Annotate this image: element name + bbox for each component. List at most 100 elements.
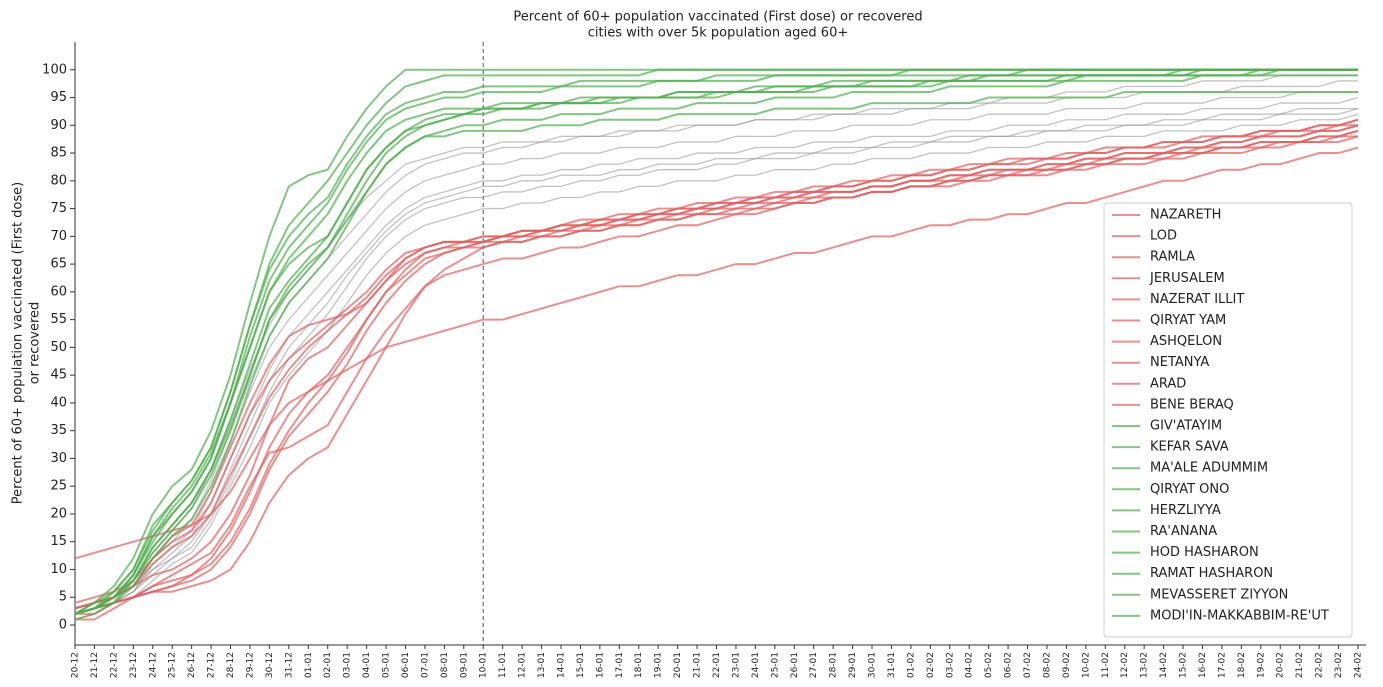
series-line	[74, 135, 1358, 615]
y-tick-label: 5	[59, 590, 67, 605]
x-tick-label: 10-01	[479, 652, 489, 678]
y-tick-label: 75	[50, 201, 67, 216]
x-tick-label: 14-01	[556, 652, 566, 678]
y-tick-label: 100	[42, 62, 67, 77]
x-tick-label: 29-12	[245, 652, 255, 678]
x-tick-label: 04-01	[362, 652, 372, 678]
x-tick-label: 31-01	[887, 652, 897, 678]
legend-label: ASHQELON	[1150, 334, 1222, 349]
x-tick-label: 05-01	[382, 652, 392, 678]
legend-box	[1103, 202, 1353, 638]
x-tick-label: 31-12	[284, 652, 294, 678]
x-tick-label: 09-02	[1062, 652, 1072, 678]
x-tick-label: 29-01	[848, 652, 858, 678]
x-tick-label: 06-01	[401, 652, 411, 678]
x-tick-label: 23-01	[731, 652, 741, 678]
y-axis-label: Percent of 60+ population vaccinated (Fi…	[11, 182, 26, 504]
x-tick-label: 05-02	[984, 652, 994, 678]
x-tick-label: 28-01	[829, 652, 839, 678]
x-tick-label: 21-12	[90, 652, 100, 678]
series-line	[74, 68, 1358, 615]
x-tick-label: 26-01	[790, 652, 800, 678]
x-tick-label: 24-02	[1354, 652, 1364, 678]
x-tick-label: 20-12	[71, 652, 81, 678]
legend-label: RAMAT HASHARON	[1150, 566, 1273, 581]
x-tick-label: 24-12	[148, 652, 158, 678]
x-tick-label: 30-01	[868, 652, 878, 678]
legend-label: BENE BERAQ	[1150, 397, 1234, 412]
series-line	[74, 91, 1358, 621]
x-tick-label: 13-01	[537, 652, 547, 678]
x-tick-label: 09-01	[459, 652, 469, 678]
series-line	[74, 74, 1358, 615]
x-tick-label: 16-01	[595, 652, 605, 678]
legend-label: NAZERAT ILLIT	[1150, 292, 1244, 307]
x-tick-label: 12-01	[518, 652, 528, 678]
x-tick-label: 16-02	[1198, 652, 1208, 678]
legend-label: MA'ALE ADUMMIM	[1150, 461, 1268, 476]
y-tick-label: 85	[50, 146, 67, 161]
legend-label: HOD HASHARON	[1150, 545, 1259, 560]
legend-label: LOD	[1150, 229, 1177, 244]
x-tick-label: 01-01	[304, 652, 314, 678]
x-tick-label: 27-01	[809, 652, 819, 678]
x-tick-label: 21-02	[1295, 652, 1305, 678]
x-tick-label: 03-01	[343, 652, 353, 678]
chart-title: Percent of 60+ population vaccinated (Fi…	[513, 10, 922, 25]
y-tick-label: 95	[50, 90, 67, 105]
x-tick-label: 06-02	[1004, 652, 1014, 678]
x-tick-label: 13-02	[1140, 652, 1150, 678]
x-tick-label: 15-01	[576, 652, 586, 678]
legend-label: HERZLIYYA	[1150, 503, 1221, 518]
x-tick-label: 14-02	[1159, 652, 1169, 678]
x-tick-label: 28-12	[226, 652, 236, 678]
legend-label: QIRYAT YAM	[1150, 313, 1226, 328]
series-line	[74, 146, 1359, 560]
x-tick-label: 01-02	[906, 652, 916, 678]
y-tick-label: 70	[50, 229, 67, 244]
y-tick-label: 0	[59, 618, 67, 633]
y-tick-label: 10	[50, 562, 67, 577]
legend-label: RA'ANANA	[1150, 524, 1217, 539]
series-line	[74, 124, 1358, 610]
legend-label: NETANYA	[1150, 355, 1209, 370]
x-tick-label: 07-01	[420, 652, 430, 678]
legend-label: RAMLA	[1150, 250, 1195, 265]
legend-label: KEFAR SAVA	[1150, 440, 1229, 455]
y-tick-label: 60	[50, 284, 67, 299]
x-tick-label: 22-01	[712, 652, 722, 678]
x-tick-label: 26-12	[187, 652, 197, 678]
x-tick-label: 10-02	[1081, 652, 1091, 678]
y-tick-label: 90	[50, 118, 67, 133]
legend-label: JERUSALEM	[1149, 271, 1225, 286]
chart-subtitle: cities with over 5k population aged 60+	[588, 26, 848, 41]
y-tick-label: 55	[50, 312, 67, 327]
x-tick-label: 11-01	[498, 652, 508, 678]
series-line	[74, 68, 1358, 615]
legend-label: QIRYAT ONO	[1150, 482, 1229, 497]
series-line	[74, 90, 1358, 615]
x-tick-label: 25-01	[770, 652, 780, 678]
series-line	[74, 113, 1359, 615]
x-tick-label: 11-02	[1101, 652, 1111, 678]
x-tick-label: 08-01	[440, 652, 450, 678]
y-tick-label: 30	[50, 451, 67, 466]
legend-label: MEVASSERET ZIYYON	[1150, 587, 1288, 602]
x-tick-label: 07-02	[1023, 652, 1033, 678]
series-line	[74, 107, 1358, 615]
y-tick-label: 15	[50, 534, 67, 549]
x-tick-label: 17-02	[1217, 652, 1227, 678]
y-tick-label: 25	[50, 479, 67, 494]
x-tick-label: 25-12	[168, 652, 178, 678]
x-tick-label: 08-02	[1042, 652, 1052, 678]
y-tick-label: 35	[50, 423, 67, 438]
x-tick-label: 12-02	[1120, 652, 1130, 678]
x-tick-label: 20-01	[673, 652, 683, 678]
x-tick-label: 02-01	[323, 652, 333, 678]
legend-label: GIV'ATAYIM	[1150, 419, 1222, 434]
series-line	[74, 135, 1359, 615]
x-tick-label: 22-02	[1315, 652, 1325, 678]
y-tick-label: 65	[50, 257, 67, 272]
legend-label: ARAD	[1150, 376, 1186, 391]
x-tick-label: 22-12	[109, 652, 119, 678]
